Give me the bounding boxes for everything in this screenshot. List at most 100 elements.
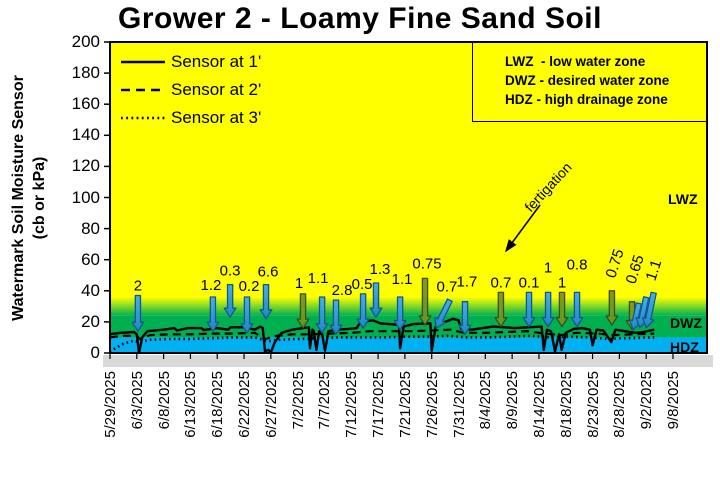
x-tick-label: 7/31/2025 [450, 371, 468, 438]
hdz-zone [110, 337, 707, 353]
y-tick-label: 0 [90, 343, 100, 362]
y-tick-label: 20 [81, 311, 100, 331]
x-tick-label: 7/21/2025 [396, 371, 414, 438]
event-amount-label: 2.8 [332, 282, 353, 299]
fertigation-arrow [296, 293, 310, 329]
y-axis-title-line1: Watermark Soil Moisture Sensor [10, 75, 27, 321]
x-tick-label: 8/28/2025 [611, 371, 629, 438]
x-tick-label: 6/22/2025 [236, 371, 254, 438]
zone-label-hdz: HDZ [670, 339, 699, 355]
event-amount-label: 1.1 [308, 270, 329, 287]
zone-legend-box: LWZ - low water zone DWZ - desired water… [472, 42, 707, 122]
sensor-legend: Sensor at 1' Sensor at 2' Sensor at 3' [120, 48, 261, 132]
event-amount-label: 1.2 [201, 277, 222, 294]
irrigation-arrow [240, 296, 254, 334]
event-amount-label: 0.8 [567, 256, 588, 273]
fertigation-arrow [605, 290, 619, 326]
event-amount-label: 0.7 [437, 279, 458, 296]
event-amount-label: 1.3 [370, 261, 391, 278]
irrigation-arrow [641, 291, 657, 329]
x-tick-label: 6/3/2025 [128, 371, 146, 430]
zone-legend-hdz: HDZ - high drainage zone [505, 92, 668, 107]
zone-label-dwz: DWZ [670, 315, 702, 331]
legend-label: Sensor at 3' [171, 108, 262, 127]
dwz-gradient-zone [110, 297, 707, 316]
irrigation-arrow [541, 291, 555, 328]
x-tick-label: 9/8/2025 [664, 371, 682, 430]
x-tick-label: 6/8/2025 [155, 371, 173, 430]
x-tick-label: 7/26/2025 [423, 371, 441, 438]
chart-plot: 2 1.20.30.26.61 1.12.8 0.51.31.10.750.7 1.7 0… [103, 41, 713, 367]
event-amount-label: 0.5 [352, 276, 373, 293]
x-tick-label: 8/18/2025 [557, 371, 575, 438]
irrigation-arrow [329, 299, 343, 335]
irrigation-arrow [315, 296, 329, 334]
event-amount-label: 0.3 [220, 263, 241, 280]
x-tick-label: 8/14/2025 [530, 371, 548, 438]
x-tick-label: 8/4/2025 [477, 371, 495, 430]
y-axis-title-line2: (cb or kPa) [31, 156, 48, 240]
event-amount-label: 1.1 [643, 258, 666, 283]
x-tick-label: 8/23/2025 [584, 371, 602, 438]
fertigation-arrow [494, 291, 508, 328]
sensor-lines [109, 317, 655, 355]
sensor-line-1ft [109, 317, 655, 355]
legend-item-sensor-1ft: Sensor at 1' [120, 48, 261, 76]
irrigation-arrow [570, 291, 584, 328]
zone-label-lwz: LWZ [668, 191, 698, 207]
event-amount-label: 1 [295, 275, 303, 292]
fertigation-arrow [418, 277, 432, 326]
zone-legend-lwz: LWZ - low water zone [505, 54, 646, 69]
event-amount-label: 1 [544, 259, 552, 276]
y-tick-label: 180 [71, 63, 100, 83]
irrigation-arrow [206, 296, 220, 332]
x-tick-label: 7/12/2025 [343, 371, 361, 438]
y-tick-label: 160 [71, 94, 100, 114]
y-tick-label: 200 [71, 32, 100, 51]
y-axis-title: Watermark Soil Moisture Sensor (cb or kP… [8, 18, 52, 378]
y-tick-label: 100 [71, 187, 100, 207]
event-amount-label: 0.1 [519, 274, 540, 291]
event-amount-label: 2 [134, 277, 142, 294]
irrigation-arrow [223, 283, 237, 318]
event-amount-label: 0.75 [412, 255, 441, 272]
sensor-line-3ft [109, 334, 655, 354]
x-tick-label: 7/17/2025 [370, 371, 388, 438]
x-tick-label: 6/13/2025 [182, 371, 200, 438]
zone-legend-dwz: DWZ - desired water zone [505, 73, 670, 88]
legend-label: Sensor at 1' [171, 52, 262, 71]
y-tick-label: 140 [71, 125, 100, 145]
irrigation-arrow [434, 298, 453, 329]
x-tick-label: 7/2/2025 [289, 371, 307, 430]
y-tick-label: 60 [81, 249, 100, 269]
irrigation-arrow [356, 293, 370, 329]
irrigation-arrow [522, 291, 536, 328]
x-tick-label: 9/2/2025 [638, 371, 656, 430]
irrigation-arrow [369, 282, 383, 318]
dotted-line-swatch [121, 116, 165, 120]
x-tick-label: 8/9/2025 [504, 371, 522, 430]
irrigation-arrow [131, 294, 145, 332]
x-tick-label: 6/18/2025 [209, 371, 227, 438]
solid-line-swatch [121, 60, 165, 64]
irrigation-arrow [458, 301, 472, 335]
irrigation-event-arrows: 2 1.20.30.26.61 1.12.8 0.51.31.10.750.7 1.7 0… [131, 247, 666, 335]
event-amount-label: 0.7 [490, 274, 511, 291]
y-tick-label: 80 [81, 218, 100, 238]
irrigation-arrow [393, 296, 407, 331]
event-amount-label: 0.2 [239, 278, 260, 295]
event-amount-label: 1.1 [392, 271, 413, 288]
legend-item-sensor-3ft: Sensor at 3' [120, 104, 261, 132]
fertigation-annotation-arrow [505, 204, 541, 253]
x-tick-label: 7/7/2025 [316, 371, 334, 430]
x-tick-label: 5/29/2025 [102, 371, 119, 438]
dashed-line-swatch [121, 88, 165, 92]
x-tick-label: 6/27/2025 [262, 371, 280, 438]
legend-label: Sensor at 2' [171, 80, 262, 99]
fertigation-arrow [555, 291, 569, 328]
irrigation-arrow [259, 283, 273, 320]
event-amount-label: 6.6 [258, 264, 279, 281]
y-tick-label: 120 [71, 156, 100, 176]
event-amount-label: 1.7 [457, 274, 478, 291]
